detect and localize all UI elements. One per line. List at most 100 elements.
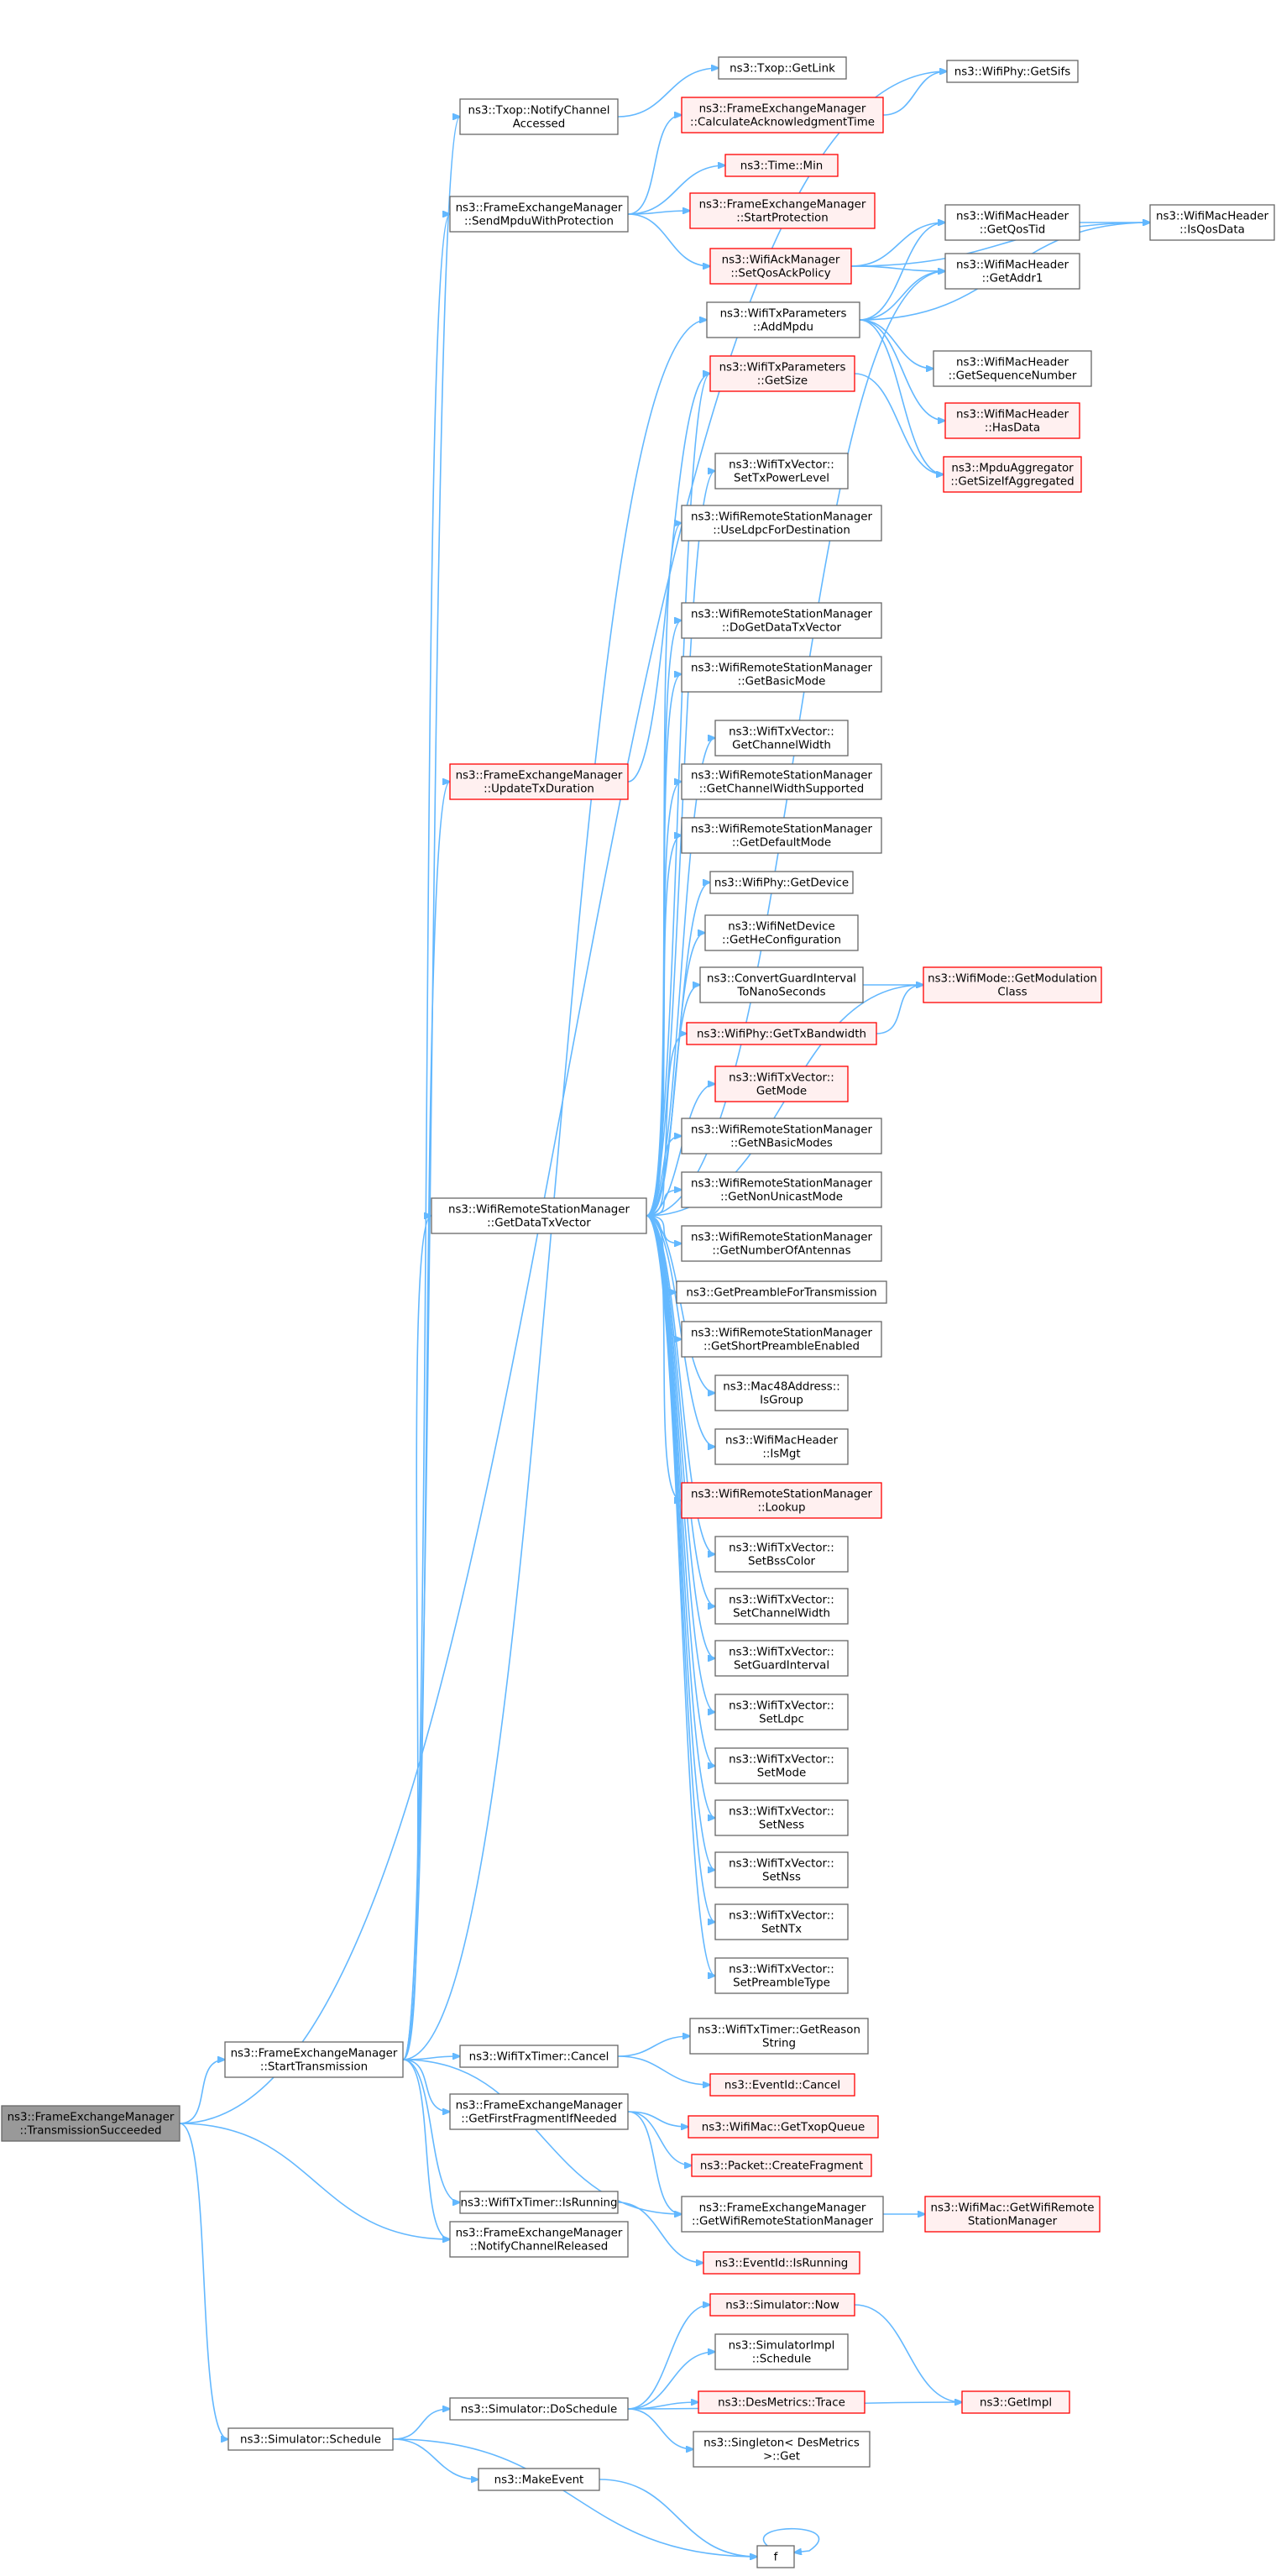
node-get-wifi-rsm[interactable]: ns3::WifiMac::GetWifiRemoteStationManage… [924, 2196, 1101, 2233]
node-txop-getlink[interactable]: ns3::Txop::GetLink [718, 56, 847, 80]
node-set-qos-ack[interactable]: ns3::WifiAckManager::SetQosAckPolicy [709, 248, 852, 285]
node-update-txdur[interactable]: ns3::FrameExchangeManager::UpdateTxDurat… [449, 763, 629, 800]
node-set-mode[interactable]: ns3::WifiTxVector::SetMode [714, 1747, 849, 1784]
call-edge [876, 985, 923, 1034]
node-label-line: ns3::Txop::NotifyChannel [468, 105, 610, 118]
node-label-line: ::GetHeConfiguration [722, 935, 841, 947]
node-is-mgt[interactable]: ns3::WifiMacHeader::IsMgt [714, 1428, 849, 1465]
node-set-ch-width[interactable]: ns3::WifiTxVector::SetChannelWidth [714, 1588, 849, 1625]
node-notify-released[interactable]: ns3::FrameExchangeManager::NotifyChannel… [449, 2221, 629, 2258]
node-event-cancel[interactable]: ns3::EventId::Cancel [709, 2073, 855, 2097]
node-timer-cancel[interactable]: ns3::WifiTxTimer::Cancel [459, 2045, 619, 2068]
node-get-sifs[interactable]: ns3::WifiPhy::GetSifs [946, 60, 1079, 83]
node-box [681, 817, 882, 854]
node-get-addr1[interactable]: ns3::WifiMacHeader::GetAddr1 [944, 253, 1080, 290]
node-get-size-agg[interactable]: ns3::MpduAggregator::GetSizeIfAggregated [943, 456, 1082, 493]
node-label-line: SetNTx [761, 1924, 802, 1936]
node-use-ldpc[interactable]: ns3::WifiRemoteStationManager::UseLdpcFo… [681, 505, 882, 542]
node-do-get-data[interactable]: ns3::WifiRemoteStationManager::DoGetData… [681, 602, 882, 639]
node-label-line: ns3::WifiMode::GetModulation [928, 973, 1097, 986]
node-set-txpower[interactable]: ns3::WifiTxVector::SetTxPowerLevel [714, 453, 849, 490]
node-get-tx-bw[interactable]: ns3::WifiPhy::GetTxBandwidth [686, 1022, 877, 1045]
node-get-impl[interactable]: ns3::GetImpl [961, 2390, 1070, 2414]
node-desmetrics-trace[interactable]: ns3::DesMetrics::Trace [698, 2390, 865, 2414]
node-get-non-unicast[interactable]: ns3::WifiRemoteStationManager::GetNonUni… [681, 1171, 882, 1208]
node-is-group[interactable]: ns3::Mac48Address::IsGroup [714, 1374, 849, 1411]
node-get-n-antennas[interactable]: ns3::WifiRemoteStationManager::GetNumber… [681, 1225, 882, 1262]
node-get-ch-width[interactable]: ns3::WifiTxVector::GetChannelWidth [714, 720, 849, 757]
node-get-mode[interactable]: ns3::WifiTxVector::GetMode [714, 1065, 849, 1102]
call-edge [627, 2408, 693, 2449]
node-set-ntx[interactable]: ns3::WifiTxVector::SetNTx [714, 1903, 849, 1940]
call-edge [402, 2059, 682, 2214]
node-sim-schedule[interactable]: ns3::Simulator::Schedule [227, 2427, 394, 2451]
call-edge [627, 211, 690, 215]
node-add-mpdu[interactable]: ns3::WifiTxParameters::AddMpdu [706, 301, 860, 338]
node-send-mpdu[interactable]: ns3::FrameExchangeManager::SendMpduWithP… [449, 196, 629, 233]
node-label-line: ns3::FrameExchangeManager [231, 2048, 398, 2060]
node-set-preamble[interactable]: ns3::WifiTxVector::SetPreambleType [714, 1957, 849, 1994]
node-label-line: SetGuardInterval [734, 1660, 829, 1673]
node-timer-running[interactable]: ns3::WifiTxTimer::IsRunning [459, 2191, 619, 2214]
node-get-qos-tid[interactable]: ns3::WifiMacHeader::GetQosTid [944, 204, 1080, 241]
node-make-event[interactable]: ns3::MakeEvent [478, 2468, 600, 2491]
node-box [449, 2093, 629, 2130]
node-get-he-config[interactable]: ns3::WifiNetDevice::GetHeConfiguration [704, 914, 859, 951]
node-label-line: ns3::WifiRemoteStationManager [691, 609, 873, 621]
node-simimpl-schedule[interactable]: ns3::SimulatorImpl::Schedule [714, 2333, 849, 2370]
node-get-default-mode[interactable]: ns3::WifiRemoteStationManager::GetDefaul… [681, 817, 882, 854]
node-get-device[interactable]: ns3::WifiPhy::GetDevice [709, 871, 854, 894]
node-time-min[interactable]: ns3::Time::Min [724, 154, 839, 177]
node-set-nss[interactable]: ns3::WifiTxVector::SetNss [714, 1851, 849, 1888]
node-label-line: ns3::WifiTxParameters [719, 362, 846, 374]
node-label-line: ::SetQosAckPolicy [730, 268, 830, 280]
node-label-line: ::GetSize [757, 375, 808, 388]
node-get-txop-queue[interactable]: ns3::WifiMac::GetTxopQueue [688, 2115, 879, 2139]
node-label-line: ns3::WifiTxVector:: [729, 459, 834, 472]
node-get-preamble[interactable]: ns3::GetPreambleForTransmission [676, 1280, 887, 1304]
node-label-line: ns3::FrameExchangeManager [8, 2112, 175, 2124]
node-create-frag[interactable]: ns3::Packet::CreateFragment [691, 2154, 872, 2177]
call-edge [850, 223, 945, 267]
node-set-ldpc[interactable]: ns3::WifiTxVector::SetLdpc [714, 1694, 849, 1730]
node-set-gi[interactable]: ns3::WifiTxVector::SetGuardInterval [714, 1640, 849, 1677]
node-get-wrsm[interactable]: ns3::FrameExchangeManager::GetWifiRemote… [681, 2196, 884, 2233]
node-set-bss-color[interactable]: ns3::WifiTxVector::SetBssColor [714, 1536, 849, 1573]
node-sim-doschedule[interactable]: ns3::Simulator::DoSchedule [449, 2397, 629, 2421]
node-lookup[interactable]: ns3::WifiRemoteStationManager::Lookup [681, 1482, 882, 1519]
node-label-line: ns3::WifiRemoteStationManager [691, 1124, 873, 1137]
node-start-tx[interactable]: ns3::FrameExchangeManager::StartTransmis… [224, 2041, 404, 2078]
node-singleton-get[interactable]: ns3::Singleton< DesMetrics>::Get [693, 2431, 871, 2468]
node-label-line: ns3::WifiPhy::GetDevice [714, 877, 849, 890]
node-has-data[interactable]: ns3::WifiMacHeader::HasData [944, 402, 1080, 439]
node-get-datatxv[interactable]: ns3::WifiRemoteStationManager::GetDataTx… [431, 1197, 647, 1234]
node-is-qos-data[interactable]: ns3::WifiMacHeader::IsQosData [1149, 204, 1275, 241]
call-edge [646, 1215, 715, 1606]
node-get-seq-num[interactable]: ns3::WifiMacHeader::GetSequenceNumber [933, 350, 1092, 387]
node-get-basic-mode[interactable]: ns3::WifiRemoteStationManager::GetBasicM… [681, 656, 882, 693]
node-get-first-frag[interactable]: ns3::FrameExchangeManager::GetFirstFragm… [449, 2093, 629, 2130]
node-label-line: ::GetSequenceNumber [949, 370, 1077, 383]
node-get-n-basic[interactable]: ns3::WifiRemoteStationManager::GetNBasic… [681, 1118, 882, 1154]
node-event-running[interactable]: ns3::EventId::IsRunning [703, 2251, 860, 2275]
node-label-line: ::StartTransmission [260, 2061, 368, 2074]
node-set-ness[interactable]: ns3::WifiTxVector::SetNess [714, 1799, 849, 1836]
node-box [961, 2390, 1070, 2414]
node-box [1149, 204, 1275, 241]
node-f[interactable]: f [756, 2545, 795, 2568]
node-box [714, 1851, 849, 1888]
node-label-line: ns3::WifiMacHeader [956, 211, 1069, 223]
node-get-size[interactable]: ns3::WifiTxParameters::GetSize [709, 355, 855, 392]
node-sim-now[interactable]: ns3::Simulator::Now [709, 2293, 855, 2317]
node-start-protection[interactable]: ns3::FrameExchangeManager::StartProtecti… [689, 192, 876, 229]
node-box [676, 1280, 887, 1304]
node-box [431, 1197, 647, 1234]
node-get-short-pre[interactable]: ns3::WifiRemoteStationManager::GetShortP… [681, 1321, 882, 1358]
node-tx-succeeded[interactable]: ns3::FrameExchangeManager::TransmissionS… [1, 2105, 180, 2142]
node-get-ch-width-sup[interactable]: ns3::WifiRemoteStationManager::GetChanne… [681, 763, 882, 800]
node-calc-ack[interactable]: ns3::FrameExchangeManager::CalculateAckn… [681, 97, 884, 134]
